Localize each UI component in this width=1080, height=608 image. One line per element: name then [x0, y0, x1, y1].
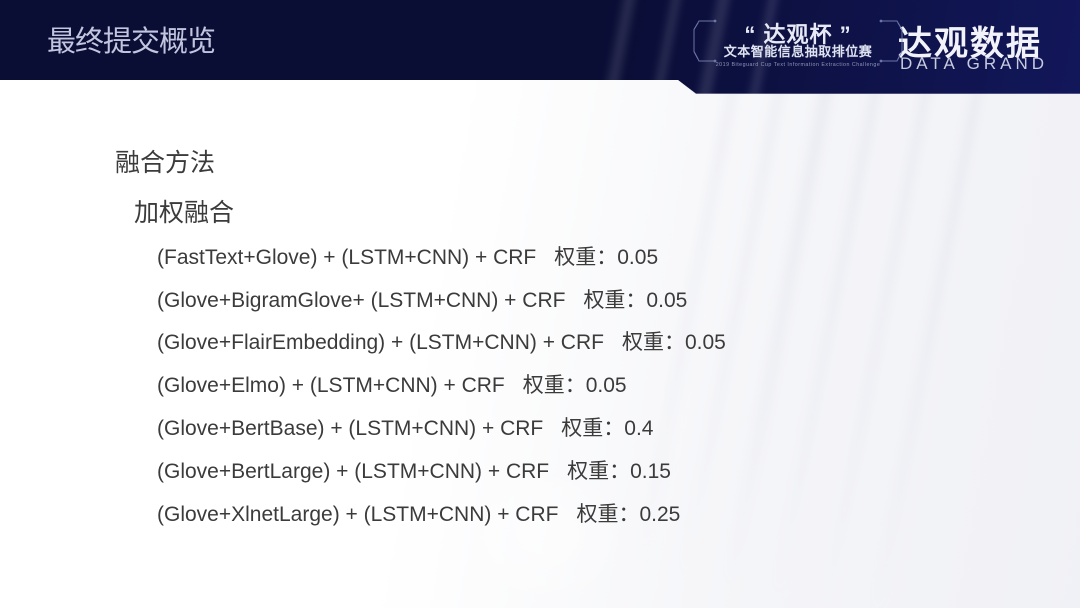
svg-text:2019 Biteguard Cup Text Inform: 2019 Biteguard Cup Text Information Extr… — [716, 62, 881, 68]
svg-text:文本智能信息抽取排位赛: 文本智能信息抽取排位赛 — [724, 44, 873, 59]
